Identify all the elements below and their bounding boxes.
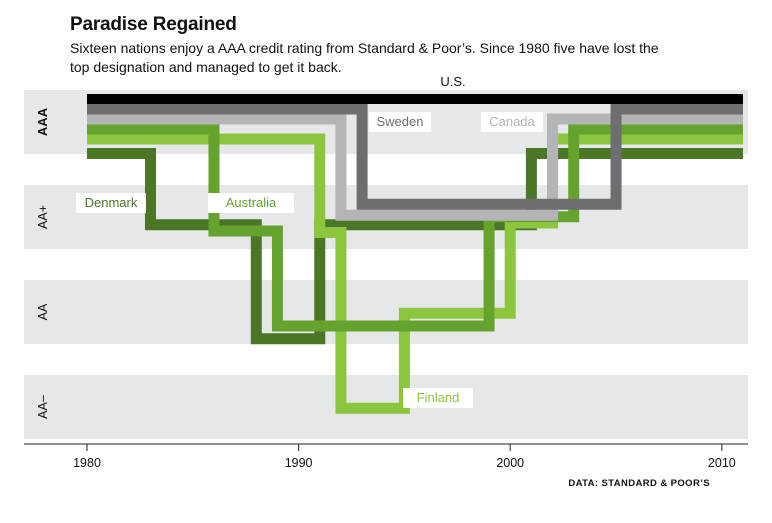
series-label-bg-sweden xyxy=(369,112,431,132)
series-labels: U.S. Sweden Canada Australia Finland Denmark xyxy=(76,74,543,408)
source-note: DATA: STANDARD & POOR’S xyxy=(568,478,710,489)
y-axis-labels: AAA AA+ AA AA– xyxy=(35,107,50,419)
series-line-denmark xyxy=(87,148,743,345)
series-label-bg-denmark xyxy=(76,193,146,213)
x-tick-label: 2000 xyxy=(496,456,524,470)
series-label-finland: Finland xyxy=(417,390,460,405)
x-tick-label: 1980 xyxy=(73,456,101,470)
y-label: AAA xyxy=(35,107,50,136)
series-label-canada: Canada xyxy=(489,114,535,129)
y-label: AA xyxy=(36,303,50,320)
series-line-canada xyxy=(87,113,743,221)
series-lines xyxy=(87,94,743,414)
series-line-australia xyxy=(87,123,743,332)
series-label-bg-australia xyxy=(208,193,294,213)
x-tick-label: 1990 xyxy=(285,456,313,470)
y-label: AA+ xyxy=(36,205,50,229)
y-label: AA– xyxy=(36,395,50,419)
chart-subtitle: Sixteen nations enjoy a AAA credit ratin… xyxy=(70,40,659,75)
band-aa xyxy=(24,280,748,344)
x-axis: 1980 1990 2000 2010 xyxy=(24,443,748,470)
series-label-bg-canada xyxy=(481,112,543,132)
series-label-bg-finland xyxy=(403,388,473,408)
series-label-us: U.S. xyxy=(440,74,465,89)
chart-title: Paradise Regained xyxy=(70,14,237,35)
series-line-sweden xyxy=(87,103,743,210)
series-line-finland xyxy=(87,133,743,414)
series-label-denmark: Denmark xyxy=(85,195,138,210)
series-label-australia: Australia xyxy=(226,195,277,210)
series-label-sweden: Sweden xyxy=(377,114,424,129)
x-tick-label: 2010 xyxy=(708,456,736,470)
